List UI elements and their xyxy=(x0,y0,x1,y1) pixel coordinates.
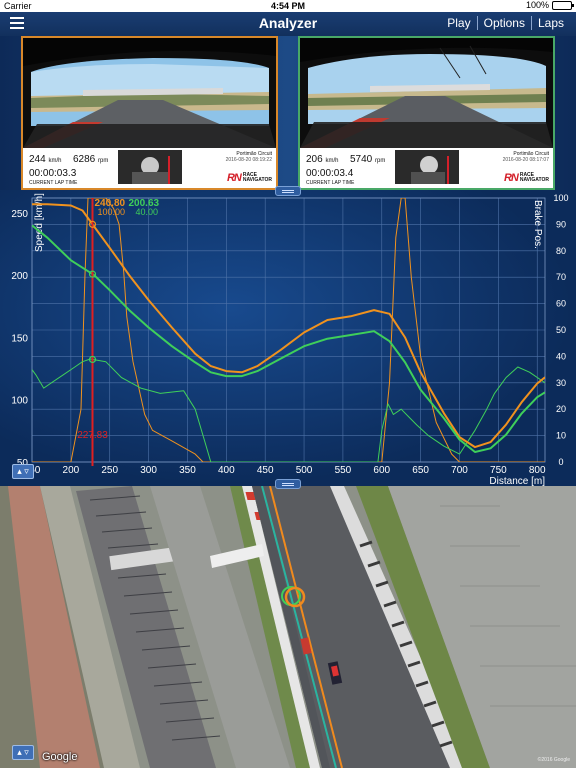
menu-icon[interactable] xyxy=(10,17,24,30)
speed-brake-chart[interactable]: 1502002503003504004505005506006507007508… xyxy=(0,190,576,486)
nav-bar: Analyzer Play Options Laps xyxy=(0,12,576,36)
race-navigator-logo: RN RACE NAVIGATOR xyxy=(226,172,272,184)
x-tick-label: 400 xyxy=(218,465,235,476)
chart-resize-handle[interactable] xyxy=(275,479,301,489)
readout-speed-value: 200.63 xyxy=(128,198,159,209)
brake-series-line xyxy=(32,198,545,462)
x-tick-label: 250 xyxy=(101,465,118,476)
x-tick-label: 700 xyxy=(451,465,468,476)
play-button[interactable]: Play xyxy=(447,16,471,30)
cockpit-camera-inset xyxy=(395,150,459,184)
speed-series-line xyxy=(32,224,545,453)
y2-tick-label: 80 xyxy=(556,246,566,256)
options-button[interactable]: Options xyxy=(476,16,531,30)
onboard-video-frame xyxy=(300,38,553,148)
video-area: 244 km/h 6286 rpm 00:00:03.3 CURRENT LAP… xyxy=(0,36,576,190)
circuit-info: Portimão Circuit 2016-08-20 08:19:22 xyxy=(225,151,272,163)
status-bar: Carrier 4:54 PM 100% xyxy=(0,0,576,12)
y-tick-label: 50 xyxy=(17,458,29,469)
lap-time: 00:00:03.4 xyxy=(306,168,354,179)
x-tick-label: 800 xyxy=(529,465,546,476)
x-tick-label: 300 xyxy=(140,465,157,476)
x-tick-label: 650 xyxy=(412,465,429,476)
cockpit-camera-inset xyxy=(118,150,182,184)
x-tick-label: 600 xyxy=(373,465,390,476)
satellite-map[interactable] xyxy=(0,486,576,768)
x-tick-label: 350 xyxy=(179,465,196,476)
chart-canvas[interactable]: 1502002503003504004505005506006507007508… xyxy=(0,190,576,486)
readout-speed-value: 240.80 xyxy=(94,198,125,209)
y2-tick-label: 60 xyxy=(556,299,566,309)
y2-tick-label: 20 xyxy=(556,404,566,414)
y-tick-label: 250 xyxy=(11,209,28,220)
x-tick-label: 500 xyxy=(296,465,313,476)
map-canvas xyxy=(0,486,576,768)
laps-button[interactable]: Laps xyxy=(530,16,570,30)
nav-actions: Play Options Laps xyxy=(441,16,570,30)
clock-label: 4:54 PM xyxy=(270,1,305,11)
cursor-marker xyxy=(88,355,97,364)
map-copyright: ©2016 Google xyxy=(537,757,570,763)
battery-percent: 100% xyxy=(525,0,549,10)
y2-tick-label: 30 xyxy=(556,378,566,388)
carrier-label: Carrier xyxy=(4,1,32,11)
lap-time-label: CURRENT LAP TIME xyxy=(306,180,355,186)
chart-expand-icon[interactable]: ▴ ▿ xyxy=(12,464,34,479)
x-tick-label: 550 xyxy=(335,465,352,476)
brake-series-line xyxy=(32,358,545,462)
y-tick-label: 150 xyxy=(11,333,28,344)
y2-tick-label: 40 xyxy=(556,351,566,361)
x-tick-label: 450 xyxy=(257,465,274,476)
video-resize-handle[interactable] xyxy=(275,186,301,196)
x-tick-label: 750 xyxy=(490,465,507,476)
google-logo: Google xyxy=(42,751,78,763)
x-tick-label: 200 xyxy=(63,465,80,476)
cursor-distance-label: 227.83 xyxy=(77,430,108,441)
y-tick-label: 200 xyxy=(11,271,28,282)
x-axis-label: Distance [m] xyxy=(489,476,545,486)
video-panel-lap-1[interactable]: 244 km/h 6286 rpm 00:00:03.3 CURRENT LAP… xyxy=(21,36,278,190)
cursor-marker xyxy=(88,270,97,278)
readout-brake-value: 40.00 xyxy=(135,207,158,217)
y2-tick-label: 90 xyxy=(556,219,566,229)
lap-time: 00:00:03.3 xyxy=(29,168,77,179)
circuit-info: Portimão Circuit 2016-08-20 08:17:07 xyxy=(502,151,549,163)
y2-tick-label: 10 xyxy=(556,431,566,441)
battery-indicator: 100% xyxy=(525,0,574,10)
map-expand-icon[interactable]: ▴ ▿ xyxy=(12,745,34,760)
cursor-marker xyxy=(88,220,97,228)
y-axis-label: Speed [km/h] xyxy=(34,193,45,252)
race-navigator-logo: RN RACE NAVIGATOR xyxy=(503,172,549,184)
speed-readout: 206 km/h xyxy=(306,154,339,165)
video-panel-lap-2[interactable]: 206 km/h 5740 rpm 00:00:03.4 CURRENT LAP… xyxy=(298,36,555,190)
rpm-readout: 5740 rpm xyxy=(350,154,386,165)
y2-tick-label: 70 xyxy=(556,272,566,282)
y2-axis-label: Brake Pos. xyxy=(532,200,543,249)
y2-tick-label: 100 xyxy=(553,193,568,203)
readout-brake-value: 100.00 xyxy=(97,207,125,217)
speed-series-line xyxy=(32,203,545,449)
y2-tick-label: 50 xyxy=(556,325,566,335)
onboard-video-frame xyxy=(23,38,276,148)
y2-tick-label: 0 xyxy=(558,457,563,467)
rpm-readout: 6286 rpm xyxy=(73,154,109,165)
telemetry-bar: 244 km/h 6286 rpm 00:00:03.3 CURRENT LAP… xyxy=(23,148,276,188)
speed-readout: 244 km/h xyxy=(29,154,62,165)
lap-time-label: CURRENT LAP TIME xyxy=(29,180,78,186)
battery-icon xyxy=(552,0,574,10)
telemetry-bar: 206 km/h 5740 rpm 00:00:03.4 CURRENT LAP… xyxy=(300,148,553,188)
y-tick-label: 100 xyxy=(11,396,28,407)
